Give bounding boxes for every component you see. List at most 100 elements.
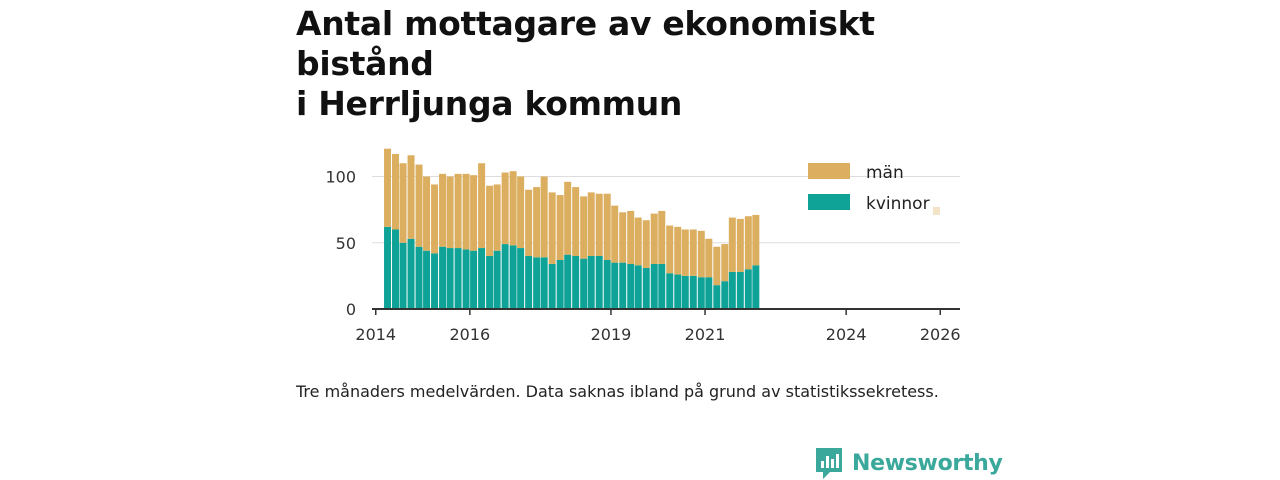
bar-man [509, 171, 517, 246]
bar-kvinnor [627, 263, 635, 309]
newsworthy-chart-icon [816, 448, 842, 479]
bar-man [392, 153, 400, 230]
bar-kvinnor [634, 265, 642, 309]
bar-man [752, 214, 760, 266]
bar-kvinnor [658, 263, 666, 309]
legend: män kvinnor [808, 163, 930, 214]
x-tick-label: 2019 [591, 325, 632, 344]
x-tick-label: 2021 [685, 325, 726, 344]
bar-kvinnor [470, 250, 478, 309]
bar-man [674, 226, 682, 275]
bar-man [713, 246, 721, 286]
bar-kvinnor [423, 250, 431, 309]
bar-man [415, 164, 423, 247]
bar-man [564, 181, 572, 255]
x-tick-label: 2016 [449, 325, 490, 344]
x-tick-label: 2024 [826, 325, 867, 344]
bar-kvinnor [752, 265, 760, 309]
bar-man [580, 196, 588, 259]
bar-kvinnor [728, 271, 736, 309]
bar-man [431, 184, 439, 254]
newsworthy-logo[interactable]: Newsworthy [814, 446, 1003, 480]
bar-kvinnor [415, 246, 423, 309]
bar-kvinnor [525, 256, 533, 309]
axes: 0 50 100 2014 2016 2019 2021 2024 2026 [325, 168, 960, 345]
stacked-bar-chart: 0 50 100 2014 2016 2019 2021 2024 2026 män kvinn… [325, 148, 961, 345]
bar-man [462, 173, 470, 250]
legend-swatch-kvinnor [808, 194, 850, 210]
legend-label-man: män [866, 163, 904, 183]
bar-man [666, 225, 674, 274]
bar-kvinnor [611, 262, 619, 309]
y-tick-label: 0 [346, 300, 356, 319]
bar-kvinnor [689, 275, 697, 309]
bar-kvinnor [697, 277, 705, 309]
x-tick-label: 2014 [355, 325, 396, 344]
bar-kvinnor [666, 273, 674, 309]
bar-kvinnor [431, 253, 439, 309]
bar-kvinnor [509, 245, 517, 309]
bar-kvinnor [595, 256, 603, 309]
bar-partial [932, 206, 940, 215]
bar-kvinnor [705, 277, 713, 309]
bar-man [548, 192, 556, 264]
bar-man [627, 210, 635, 264]
chart-title: Antal mottagare av ekonomiskt bistånd i … [296, 4, 1016, 124]
bar-man [587, 192, 595, 256]
bar-kvinnor [564, 254, 572, 309]
bar-kvinnor [744, 269, 752, 309]
bar-man [525, 189, 533, 256]
bar-man [423, 176, 431, 251]
bar-man [486, 185, 494, 256]
bar-man [642, 220, 650, 268]
bar-kvinnor [650, 263, 658, 309]
bar-kvinnor [384, 226, 392, 309]
y-tick-label: 50 [336, 234, 356, 253]
bar-man [493, 184, 501, 251]
bar-man [501, 172, 509, 245]
chart-caption: Tre månaders medelvärden. Data saknas ib… [296, 382, 939, 401]
title-line-2: i Herrljunga kommun [296, 84, 683, 123]
bar-kvinnor [439, 246, 447, 309]
bar-man [689, 229, 697, 276]
bar-kvinnor [407, 238, 415, 309]
y-tick-label: 100 [325, 168, 356, 187]
bar-kvinnor [446, 248, 454, 309]
bar-kvinnor [517, 248, 525, 309]
bar-kvinnor [493, 250, 501, 309]
bar-man [681, 229, 689, 276]
bar-kvinnor [619, 262, 627, 309]
bar-man [744, 216, 752, 270]
brand-name: Newsworthy [852, 450, 1003, 476]
bars [384, 148, 940, 309]
bar-man [728, 217, 736, 272]
bar-man [634, 217, 642, 266]
bar-man [572, 187, 580, 256]
bar-kvinnor [548, 263, 556, 309]
bar-man [658, 210, 666, 264]
legend-swatch-man [808, 163, 850, 179]
bar-man [611, 205, 619, 263]
bar-man [399, 163, 407, 243]
bar-kvinnor [486, 256, 494, 309]
bar-man [650, 213, 658, 264]
bar-man [556, 195, 564, 260]
bar-man [721, 244, 729, 282]
bar-kvinnor [674, 274, 682, 309]
gridlines [372, 176, 960, 244]
bar-kvinnor [603, 259, 611, 309]
legend-label-kvinnor: kvinnor [866, 194, 930, 214]
bar-man [470, 175, 478, 251]
bar-kvinnor [556, 259, 564, 309]
bar-kvinnor [501, 244, 509, 309]
bar-kvinnor [540, 257, 548, 309]
bar-kvinnor [713, 285, 721, 309]
bar-man [540, 176, 548, 258]
bar-kvinnor [392, 229, 400, 309]
bar-man [454, 173, 462, 249]
x-tick-label: 2026 [920, 325, 961, 344]
bar-man [736, 218, 744, 272]
bar-man [407, 155, 415, 239]
bar-kvinnor [478, 248, 486, 309]
bar-man [446, 176, 454, 249]
